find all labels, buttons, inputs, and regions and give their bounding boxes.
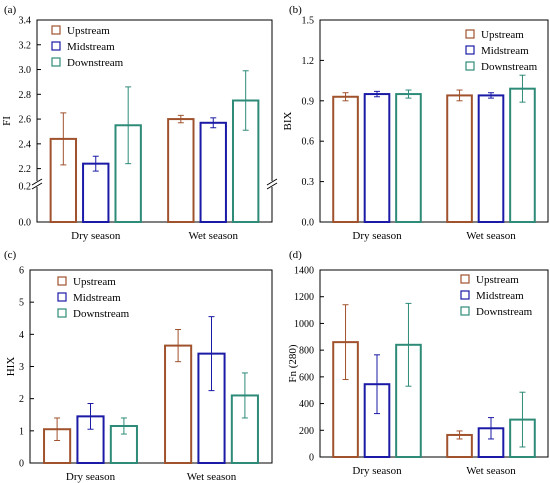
y-axis-label: FI — [1, 116, 13, 126]
chart-panel-3: (c) 0 1 2 3 4 5 6 HIX Dry season Wet season Upstrea… — [4, 249, 273, 483]
legend-label: Midstream — [481, 45, 529, 57]
legend-label: Upstream — [67, 25, 110, 37]
panel-label: (d) — [289, 249, 302, 261]
legend-label: Downstream — [481, 61, 538, 73]
y-tick-label: 0 — [309, 453, 314, 464]
legend-label: Upstream — [73, 276, 116, 288]
legend-label: Downstream — [73, 308, 130, 320]
y-tick-label: 4 — [19, 330, 24, 341]
legend-label: Midstream — [73, 292, 121, 304]
legend-swatch — [465, 45, 475, 55]
bar-downstream — [509, 87, 536, 224]
bar-upstream — [167, 118, 195, 223]
legend-label: Midstream — [67, 41, 115, 53]
plot-frame — [319, 269, 549, 458]
panel-label: (c) — [4, 249, 17, 261]
y-tick-label: 3 — [19, 362, 24, 373]
y-tick-label: 600 — [299, 372, 314, 383]
y-tick-label: 1.2 — [302, 56, 315, 67]
chart-panel-2: (b) 0.0 0.3 0.6 0.9 1.2 1.5 BIX Dry season Wet se… — [282, 4, 549, 242]
y-tick-label: 400 — [299, 399, 314, 410]
bar-downstream — [395, 93, 422, 223]
y-tick-label: 800 — [299, 346, 314, 357]
panel-label: (a) — [4, 4, 17, 16]
y-tick-label: 0.3 — [302, 177, 315, 188]
y-axis-label: HIX — [5, 357, 17, 377]
y-tick-label: 0.9 — [302, 96, 315, 107]
plot-frame — [36, 19, 273, 223]
bar-upstream — [446, 94, 473, 223]
x-category-label: Wet season — [187, 471, 237, 483]
plot-frame — [319, 19, 549, 223]
x-category-label: Wet season — [466, 230, 516, 242]
x-category-label: Wet season — [466, 465, 516, 477]
y-tick-label: 0 — [19, 459, 24, 470]
y-tick-label: 2 — [19, 394, 24, 405]
legend-swatch — [465, 29, 475, 39]
panel-label: (b) — [289, 4, 302, 16]
y-tick-label: 3.4 — [19, 16, 32, 27]
bar-midstream — [363, 93, 391, 223]
y-tick-label: 0.0 — [302, 218, 315, 229]
y-tick-label: 2.8 — [19, 90, 32, 101]
y-tick-label: 3.0 — [19, 65, 32, 76]
y-tick-label: 1200 — [294, 292, 314, 303]
legend-swatch — [51, 57, 61, 67]
chart-panel-1: (a) 0.0 0.2 2.2 2.4 2.6 2.8 3.0 3.2 3.4 FI Dry seas… — [1, 4, 278, 242]
y-tick-label: 0.2 — [19, 182, 32, 193]
x-category-label: Dry season — [66, 471, 116, 483]
y-tick-label: 0.6 — [302, 137, 315, 148]
x-category-label: Dry season — [352, 230, 402, 242]
y-tick-label: 1.5 — [302, 16, 315, 27]
bar-midstream — [82, 162, 110, 224]
bar-upstream — [164, 344, 193, 465]
y-axis-label: Fn (280) — [287, 344, 299, 383]
legend-swatch — [57, 308, 67, 318]
legend-swatch — [460, 290, 470, 300]
legend-swatch — [460, 274, 470, 284]
legend-label: Downstream — [476, 306, 533, 318]
y-tick-label: 1400 — [294, 266, 314, 277]
legend-swatch — [57, 276, 67, 286]
legend-swatch — [465, 61, 475, 71]
legend-label: Upstream — [481, 29, 524, 41]
axis-break-mark — [31, 182, 43, 190]
chart-panel-4: (d) 0 200 400 600 800 1000 1200 1400 Fn (280) Dry … — [287, 249, 549, 477]
y-tick-label: 6 — [19, 266, 24, 277]
bar-upstream — [332, 95, 359, 223]
bar-midstream — [199, 121, 227, 223]
axis-break-gap — [267, 181, 277, 187]
bar-midstream — [477, 94, 505, 223]
legend-label: Upstream — [476, 274, 519, 286]
y-axis-label: BIX — [282, 111, 294, 130]
y-tick-label: 2.2 — [19, 164, 32, 175]
x-category-label: Wet season — [188, 230, 238, 242]
legend-label: Downstream — [67, 57, 124, 69]
axis-break-gap — [32, 181, 42, 187]
legend-swatch — [57, 292, 67, 302]
legend-swatch — [460, 306, 470, 316]
y-tick-label: 0.0 — [19, 218, 32, 229]
x-category-label: Dry season — [71, 230, 121, 242]
legend-swatch — [51, 25, 61, 35]
x-category-label: Dry season — [352, 465, 402, 477]
y-tick-label: 2.6 — [19, 115, 32, 126]
legend-label: Midstream — [476, 290, 524, 302]
y-tick-label: 3.2 — [19, 40, 32, 51]
y-tick-label: 2.4 — [19, 139, 32, 150]
legend-swatch — [51, 41, 61, 51]
y-tick-label: 200 — [299, 426, 314, 437]
y-tick-label: 1 — [19, 426, 24, 437]
y-tick-label: 1000 — [294, 319, 314, 330]
axis-break-mark — [266, 182, 278, 190]
axis-break-mark — [266, 178, 278, 186]
axis-break-mark — [31, 178, 43, 186]
y-tick-label: 5 — [19, 298, 24, 309]
